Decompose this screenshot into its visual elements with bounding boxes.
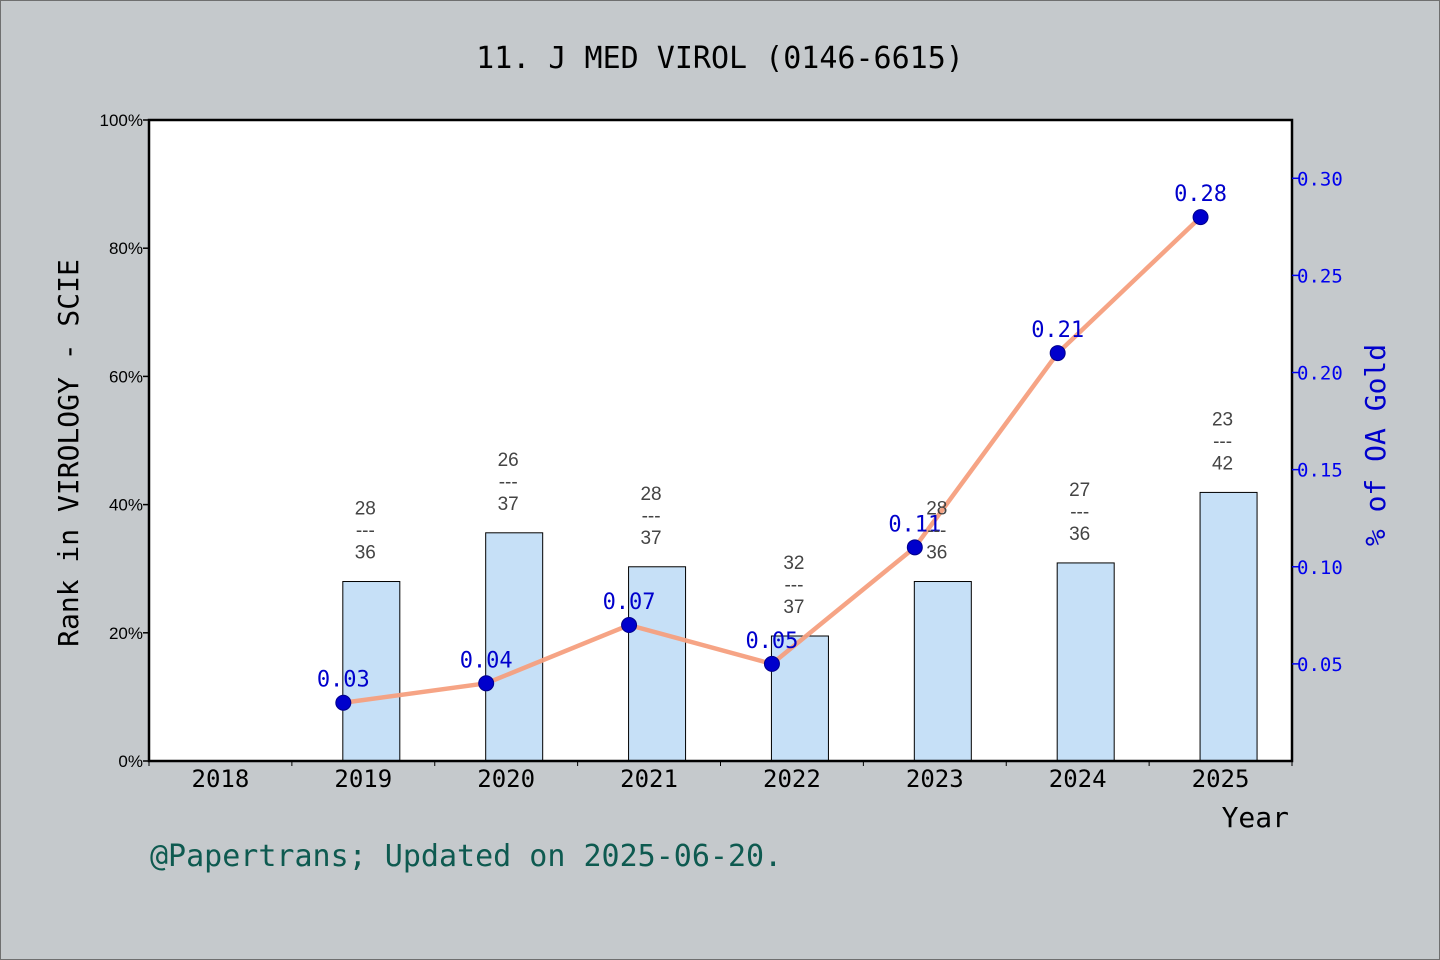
y-tick-label: 20% [109,624,143,643]
left-axis-ticks: 0% 20% 40% 60% 80% 100% [100,111,149,771]
bar-rank-label: 28 [640,484,661,505]
bar-rank-label: 32 [783,553,804,574]
bar-rank-label: 27 [1069,480,1090,501]
chart-title: 11. J MED VIROL (0146-6615) [476,41,964,76]
oa-line-segment [1055,214,1203,356]
x-tick-label: 2020 [477,765,535,793]
bar-total-label: 37 [498,494,519,515]
x-tick-label: 2022 [763,765,821,793]
bar-dash-label: --- [1213,431,1232,452]
y-tick-label: 60% [109,367,143,386]
oa-point-2021 [621,617,638,634]
x-tick-label: 2018 [192,765,250,793]
oa-point-label: 0.11 [888,512,941,537]
oa-point-label: 0.05 [745,629,798,654]
y-tick-label: 100% [100,111,143,130]
footer-note: @Papertrans; Updated on 2025-06-20. [150,839,782,874]
bar-2024 [1056,562,1115,762]
oa-line-segment [912,350,1060,550]
bar-dash-label: --- [499,472,518,493]
oa-line-series: 0.03 0.04 0.07 0.05 0.11 0.21 0.28 [317,182,1227,711]
oa-point-label: 0.07 [603,590,656,615]
bar-rank-label: 26 [498,450,519,471]
bar-total-label: 36 [355,543,376,564]
x-axis-label: Year [1222,801,1289,834]
oa-point-2020 [478,675,495,692]
bar-rank-label: 28 [926,499,947,520]
bar-2023 [913,581,972,762]
bar-dash-label: --- [784,575,803,596]
bar-dash-label: --- [927,521,946,542]
oa-point-2019 [335,694,352,711]
y2-tick-label: 0.20 [1297,363,1343,385]
bar-dash-label: --- [642,506,661,527]
bar-rank-label: 28 [355,499,376,520]
oa-point-2023 [906,539,923,556]
oa-line-segment [769,545,918,667]
bar-2025 [1199,491,1258,762]
bar-total-label: 42 [1212,453,1233,474]
y2-tick-label: 0.05 [1297,654,1343,676]
y-tick-label: 80% [109,239,143,258]
oa-line-segment [626,622,775,667]
bar-2021 [628,566,687,762]
plot-area [149,120,1292,761]
bar-2020 [485,532,544,762]
bar-total-label: 36 [1069,524,1090,545]
y2-axis-label: % of OA Gold [1359,344,1392,546]
bar-dash-label: --- [1070,502,1089,523]
y-tick-label: 40% [109,496,143,515]
bar-total-label: 37 [640,528,661,549]
x-tick-label: 2024 [1049,765,1107,793]
oa-point-label: 0.21 [1031,318,1084,343]
y-tick-label: 0% [118,752,143,771]
y2-tick-label: 0.30 [1297,168,1343,190]
oa-point-label: 0.03 [317,668,370,693]
y2-tick-label: 0.25 [1297,265,1343,287]
oa-point-2025 [1192,209,1209,226]
oa-point-2022 [763,655,780,672]
bar-total-label: 36 [926,543,947,564]
y-axis-label: Rank in VIROLOGY - SCIE [52,259,85,647]
bar-total-label: 37 [783,597,804,618]
oa-point-label: 0.28 [1174,182,1227,207]
oa-point-2024 [1049,345,1066,362]
oa-line-segment [341,681,489,705]
y2-tick-label: 0.10 [1297,557,1343,579]
x-tick-label: 2021 [620,765,678,793]
bar-rank-label: 23 [1212,409,1233,430]
x-tick-label: 2023 [906,765,964,793]
bar-dash-label: --- [356,521,375,542]
right-axis-ticks: 0.05 0.10 0.15 0.20 0.25 0.30 [1292,168,1343,676]
x-tick-label: 2025 [1192,765,1250,793]
x-tick-label: 2019 [334,765,392,793]
y2-tick-label: 0.15 [1297,460,1343,482]
oa-point-label: 0.04 [460,648,513,673]
x-axis-ticks: 2018 2019 2020 2021 2022 2023 2024 2025 [148,761,1293,793]
oa-line-segment [483,622,632,686]
